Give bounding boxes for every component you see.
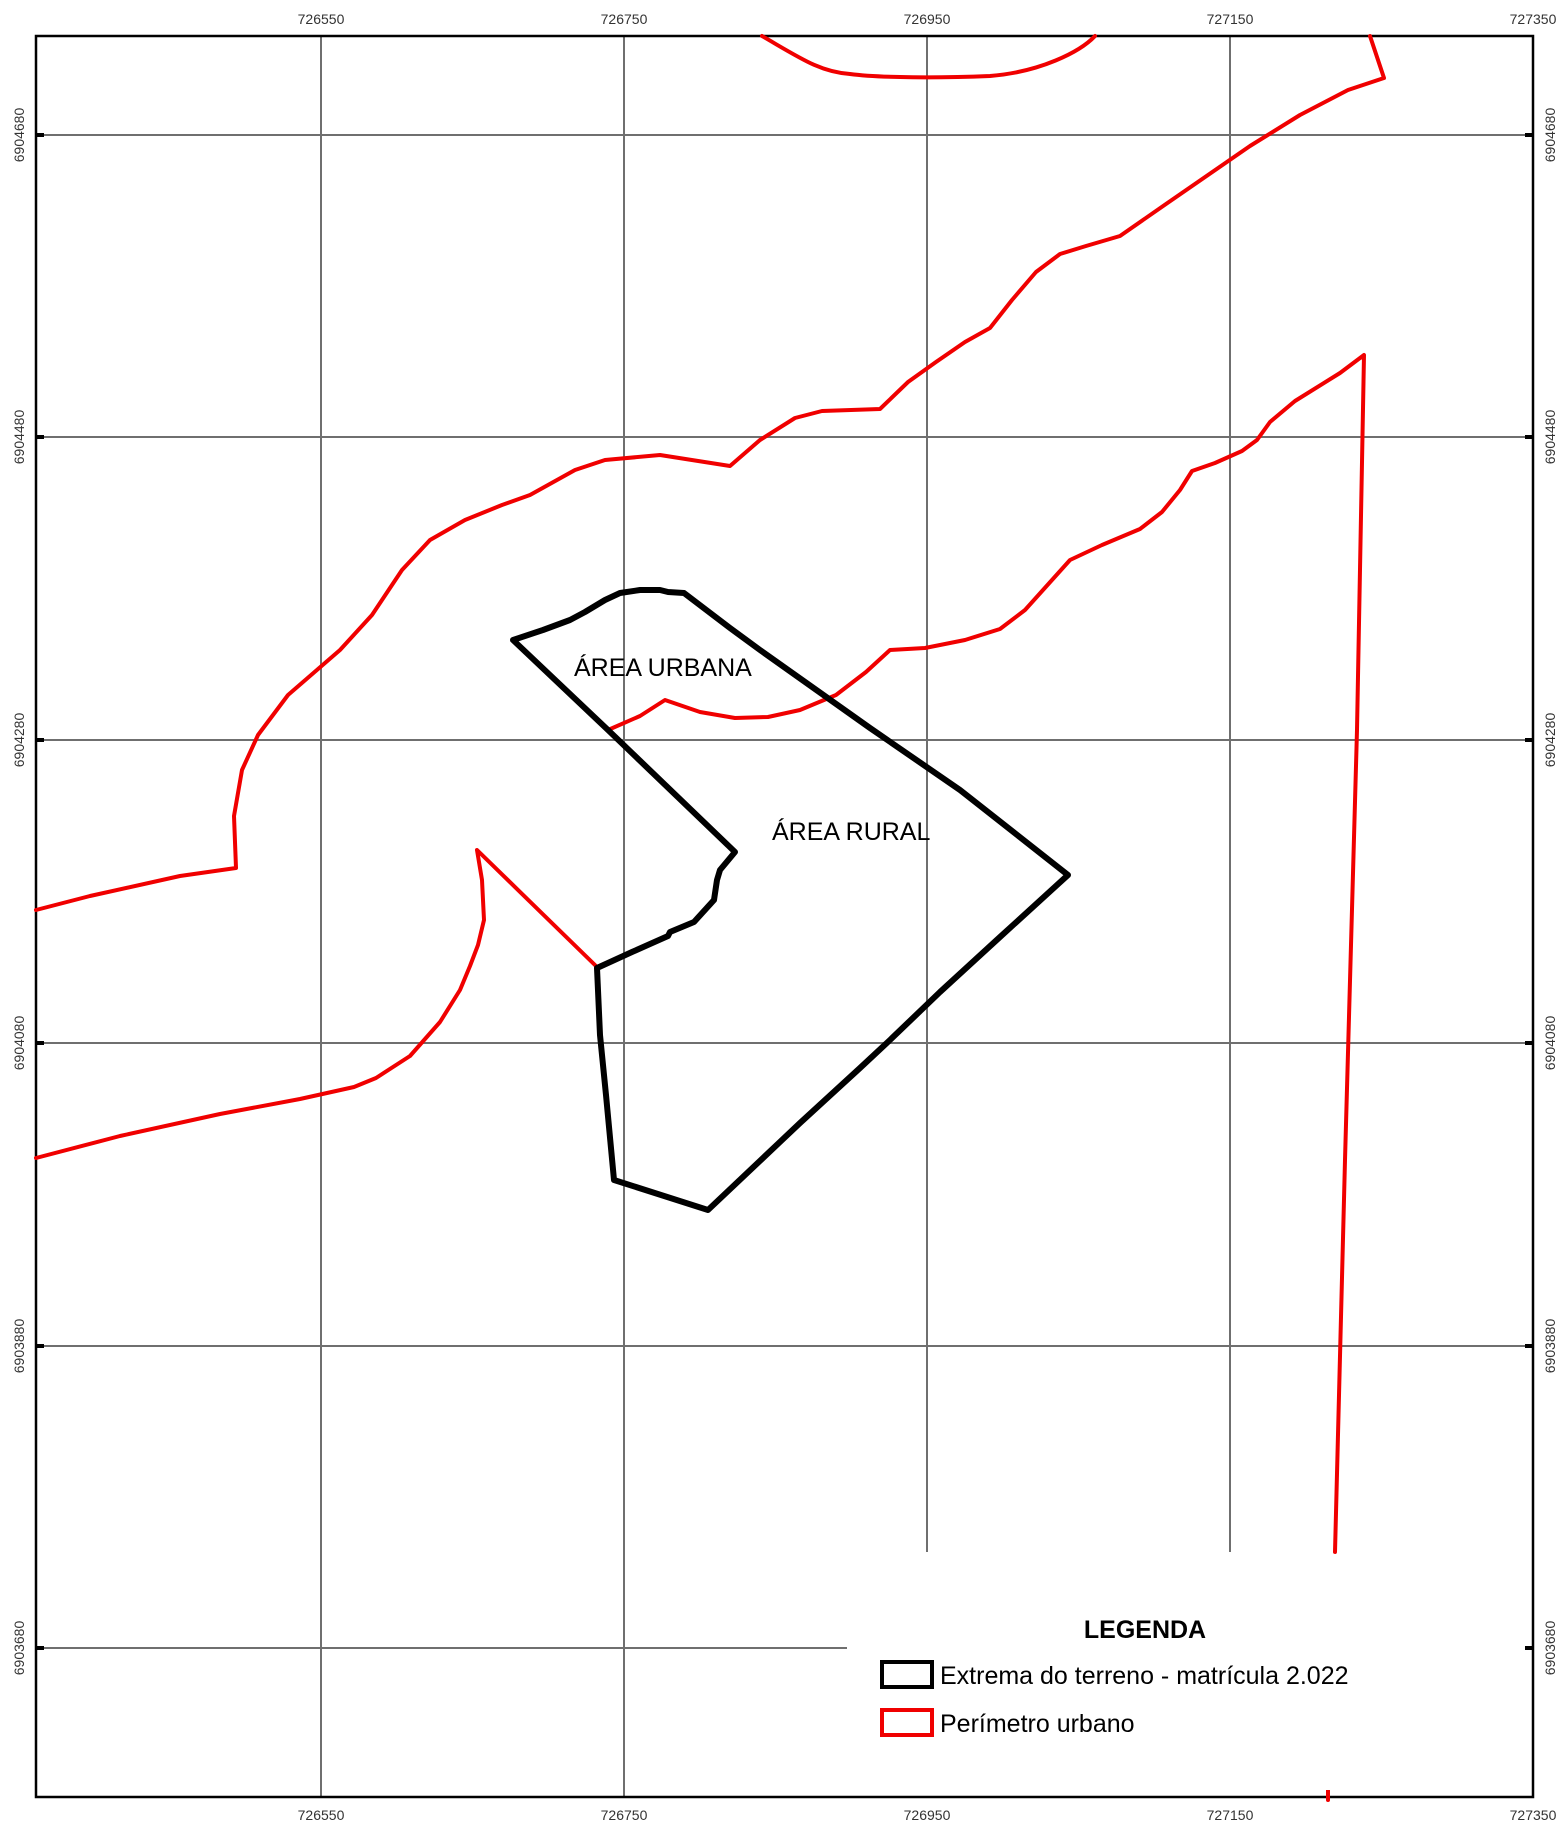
legend-title: LEGENDA [1084,1616,1206,1644]
urban-perimeter-upper-boundary [36,36,1384,910]
y-tick-label-left: 6904080 [11,1016,27,1071]
y-tick-label-right: 6903680 [1542,1621,1558,1676]
urban-perimeter-lower-boundary [36,730,735,1158]
urban-area-label: ÁREA URBANA [574,653,752,682]
y-tick-label-right: 6904680 [1542,108,1558,163]
y-tick-label-left: 6903880 [11,1319,27,1374]
x-tick-label-bottom: 727350 [1510,1807,1557,1823]
x-tick-label-top: 726550 [298,11,345,27]
urban-perimeter [36,36,1384,1800]
x-tick-label-bottom: 726550 [298,1807,345,1823]
x-tick-label-top: 726950 [904,11,951,27]
legend: LEGENDA Extrema do terreno - matrícula 2… [847,1560,1447,1790]
y-tick-label-right: 6904080 [1542,1016,1558,1071]
y-tick-label-left: 6904280 [11,713,27,768]
y-tick-label-right: 6903880 [1542,1319,1558,1374]
y-tick-label-right: 6904480 [1542,410,1558,465]
y-tick-label-right: 6904280 [1542,713,1558,768]
coordinate-grid [36,36,1533,1797]
x-tick-label-bottom: 726950 [904,1807,951,1823]
x-tick-label-top: 727350 [1510,11,1557,27]
rural-area-label: ÁREA RURAL [772,817,930,846]
legend-label-property-boundary: Extrema do terreno - matrícula 2.022 [940,1662,1349,1690]
legend-label-urban-perimeter: Perímetro urbano [940,1710,1135,1738]
y-tick-label-left: 6904680 [11,108,27,163]
urban-perimeter-top-arc [762,36,1095,77]
x-tick-label-bottom: 726750 [601,1807,648,1823]
frame-ticks [36,135,1533,1648]
x-tick-label-top: 727150 [1207,11,1254,27]
y-tick-label-left: 6904480 [11,410,27,465]
y-tick-label-left: 6903680 [11,1621,27,1676]
x-tick-label-bottom: 727150 [1207,1807,1254,1823]
x-tick-label-top: 726750 [601,11,648,27]
property-boundary [513,590,1068,1210]
map-frame [36,36,1533,1797]
